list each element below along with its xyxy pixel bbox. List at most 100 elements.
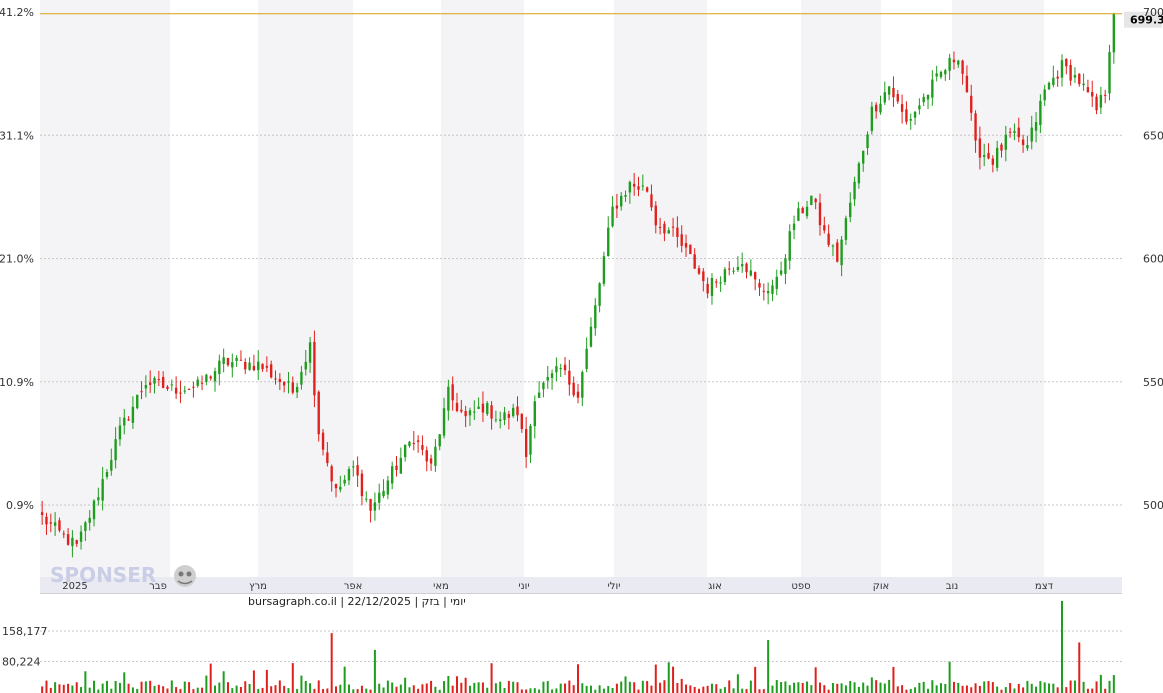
volume-tick: 80,224 (2, 656, 41, 669)
candle-body (53, 522, 57, 526)
candle (805, 200, 809, 219)
candle-body (563, 364, 567, 371)
volume-bar (939, 683, 942, 693)
candle-body (948, 58, 951, 71)
right-axis-tick: 650 (1143, 129, 1163, 142)
candle-body (840, 239, 843, 266)
candle-body (550, 373, 554, 378)
candle-body (658, 226, 662, 228)
volume-bar (667, 662, 670, 693)
candle (136, 394, 139, 410)
candle (123, 409, 126, 435)
candle-body (615, 205, 619, 209)
candle-body (628, 181, 632, 193)
candle (620, 191, 623, 211)
month-label: אוק (873, 581, 890, 592)
volume-bar (140, 681, 143, 693)
candle-body (75, 540, 78, 544)
candle (97, 487, 100, 506)
volume-bar (585, 685, 588, 693)
volume-bar (909, 688, 912, 693)
candle-body (632, 183, 636, 187)
volume-bar (831, 683, 834, 693)
volume-bar (1030, 683, 1033, 693)
volume-bar (101, 683, 104, 693)
candle-body (970, 95, 973, 113)
candle-body (524, 429, 528, 458)
right-axis-tick: 500 (1143, 499, 1163, 512)
volume-bar (356, 689, 359, 693)
candle-body (187, 388, 191, 390)
candle (900, 94, 904, 124)
candle-body (1047, 82, 1051, 90)
volume-bar (136, 688, 139, 693)
candle-body (317, 391, 320, 435)
candle (576, 383, 580, 404)
candle-body (641, 185, 645, 187)
candle (801, 206, 804, 214)
volume-bar (862, 682, 865, 693)
volume-bar (628, 681, 631, 693)
candle (572, 376, 575, 398)
candle-body (900, 104, 904, 112)
candle (728, 261, 731, 276)
candle (784, 254, 787, 285)
candle (926, 94, 930, 110)
candle-body (974, 113, 977, 141)
candle (231, 353, 234, 378)
volume-bar (201, 687, 204, 693)
candle (1099, 86, 1103, 115)
volume-bar (844, 685, 847, 693)
candle (555, 357, 558, 382)
candle-body (149, 382, 152, 385)
volume-bar (581, 683, 584, 693)
volume-bar (784, 681, 787, 693)
candle-body (369, 499, 372, 511)
volume-bar (1017, 683, 1020, 693)
candle (252, 354, 256, 372)
volume-bar (352, 689, 355, 693)
candle-body (771, 285, 774, 294)
candle-body (274, 378, 277, 380)
volume-bar (322, 689, 325, 693)
candle-body (559, 368, 562, 370)
volume-bar (814, 667, 817, 693)
volume-bar (546, 681, 549, 693)
candle (874, 102, 878, 119)
volume-bar (745, 689, 748, 693)
candle-body (926, 94, 930, 100)
candle (356, 456, 359, 487)
candle (166, 385, 169, 391)
candle-body (287, 381, 290, 383)
month-label: דצמ (1035, 581, 1054, 592)
candle-body (533, 401, 536, 427)
candle (1078, 73, 1081, 87)
left-axis-tick: 10.9% (0, 376, 34, 389)
candle (970, 84, 973, 121)
volume-bar (948, 661, 951, 693)
candle-body (503, 412, 506, 421)
volume-bar (732, 688, 735, 693)
volume-bar (771, 685, 774, 693)
candle-body (719, 282, 722, 284)
candle-body (360, 473, 364, 497)
volume-bar (767, 640, 770, 693)
candle (1091, 80, 1094, 107)
mascot-icon (174, 565, 196, 587)
candle-body (218, 360, 221, 375)
candle-body (1039, 100, 1042, 126)
candle (758, 279, 761, 296)
volume-bar (421, 684, 424, 693)
candle-body (278, 378, 282, 382)
candle-body (853, 181, 856, 200)
candle (477, 397, 480, 410)
candle (658, 217, 662, 235)
volume-bar (1043, 682, 1046, 693)
candle (581, 370, 584, 407)
volume-bar (1104, 688, 1107, 693)
candle-body (442, 408, 446, 436)
candle-body (373, 502, 377, 511)
price-gridlines (40, 134, 1122, 506)
candle-body (918, 105, 921, 110)
candle (550, 369, 554, 390)
